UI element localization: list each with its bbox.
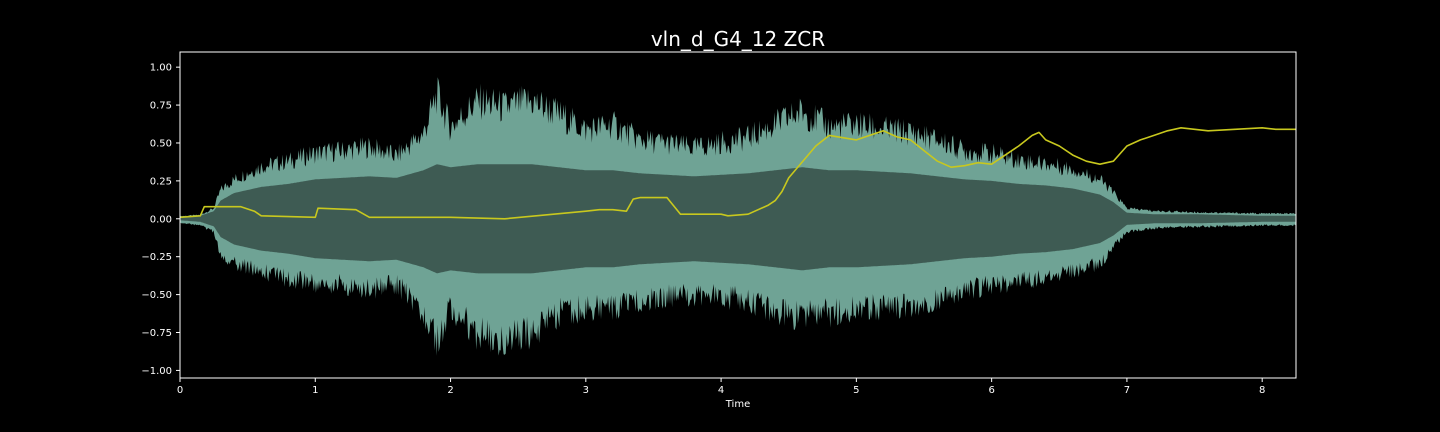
x-tick-label: 4: [718, 385, 724, 396]
x-tick-label: 6: [988, 385, 994, 396]
y-tick-label: −0.75: [141, 328, 172, 339]
x-tick-label: 8: [1259, 385, 1265, 396]
x-tick-label: 7: [1124, 385, 1130, 396]
y-tick-label: 0.75: [150, 101, 172, 112]
y-tick-label: 1.00: [150, 63, 172, 74]
x-tick-label: 5: [853, 385, 859, 396]
x-tick-label: 1: [312, 385, 318, 396]
x-tick-label: 3: [583, 385, 589, 396]
y-tick-label: −0.50: [141, 290, 172, 301]
axis-ticks: 0 1 2 3 4 5 6 7 8 1.00 0.75 0.50 0.25 0.00 −0.25 −0.50 −…: [141, 63, 1265, 396]
y-tick-label: 0.50: [150, 138, 172, 149]
y-tick-label: 0.00: [150, 214, 172, 225]
chart-title: vln_d_G4_12 ZCR: [651, 27, 825, 51]
zcr-line: [179, 127, 1296, 220]
waveform-core: [180, 164, 1296, 274]
y-tick-label: −1.00: [141, 366, 172, 377]
x-tick-label: 0: [177, 385, 183, 396]
plot-area: [179, 77, 1296, 356]
x-axis-label: Time: [725, 399, 750, 410]
y-tick-label: 0.25: [150, 176, 172, 187]
axes-frame: [179, 51, 1297, 379]
y-tick-label: −0.25: [141, 252, 172, 263]
x-tick-label: 2: [447, 385, 453, 396]
